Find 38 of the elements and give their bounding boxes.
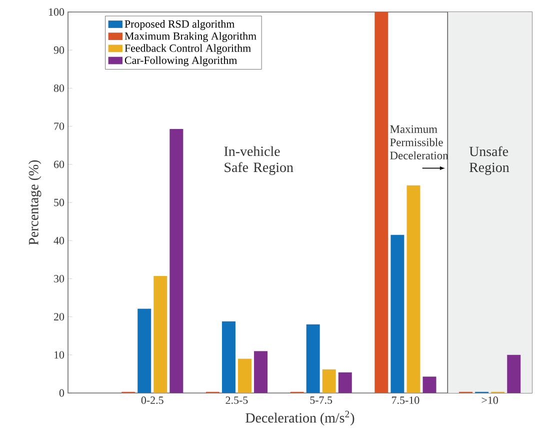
y-tick-label: 10 xyxy=(54,351,64,359)
legend-label: Car-Following Algorithm xyxy=(124,56,238,66)
bar xyxy=(406,185,420,393)
y-tick-label: 0 xyxy=(59,389,64,397)
legend-label: Proposed RSD algorithm xyxy=(124,20,234,30)
bar xyxy=(154,276,168,393)
bar xyxy=(322,369,336,393)
y-tick-label: 30 xyxy=(54,275,64,282)
y-tick-label: 50 xyxy=(54,198,64,206)
y-tick-label: 100 xyxy=(49,8,64,16)
x-tick-label: >10 xyxy=(482,396,498,404)
y-tick-label: 40 xyxy=(54,236,64,244)
bar xyxy=(374,12,388,393)
y-tick-label: 90 xyxy=(54,46,64,54)
bar xyxy=(254,351,268,393)
bar xyxy=(306,324,320,393)
y-tick-label: 20 xyxy=(54,313,64,320)
annotation: In-vehicle Safe Region xyxy=(224,146,294,175)
bar xyxy=(238,358,252,393)
bar xyxy=(170,128,184,393)
y-tick-label: 70 xyxy=(54,122,64,130)
legend-label: Feedback Control Algorithm xyxy=(124,44,251,54)
legend-label: Maximum Braking Algorithm xyxy=(124,32,256,42)
x-tick-label: 2.5-5 xyxy=(226,396,248,404)
bar xyxy=(422,376,436,393)
y-tick-label: 60 xyxy=(54,160,64,168)
x-tick-label: 7.5-10 xyxy=(392,396,420,404)
bar xyxy=(507,354,521,393)
bar xyxy=(338,372,352,393)
band-label: Unsafe Region xyxy=(469,146,510,175)
x-axis-title: Deceleration (m/s$^{2}$) xyxy=(246,410,354,426)
bar xyxy=(222,321,236,393)
y-tick-label: 80 xyxy=(54,84,64,92)
x-tick-label: 0-2.5 xyxy=(141,396,164,404)
y-axis-title: Percentage (%) xyxy=(28,160,42,245)
x-tick-label: 5-7.5 xyxy=(310,396,332,404)
bar xyxy=(138,308,152,393)
bar xyxy=(390,234,404,393)
